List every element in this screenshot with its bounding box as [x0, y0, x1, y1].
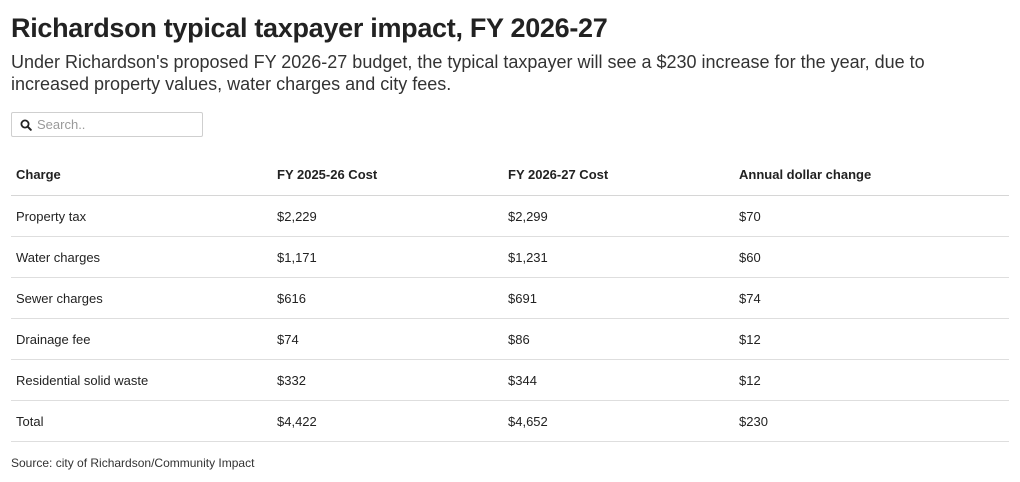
table-cell: Residential solid waste — [11, 359, 272, 401]
table-cell: $691 — [503, 277, 734, 319]
table-cell: Water charges — [11, 236, 272, 278]
table-cell: $4,422 — [272, 400, 503, 442]
column-header[interactable]: FY 2025-26 Cost — [272, 154, 503, 196]
table-cell: $1,171 — [272, 236, 503, 278]
table-cell: Drainage fee — [11, 318, 272, 360]
chart-container: Richardson typical taxpayer impact, FY 2… — [11, 12, 1009, 470]
table-header-row: Charge FY 2025-26 Cost FY 2026-27 Cost A… — [11, 154, 1009, 196]
column-header[interactable]: Annual dollar change — [734, 154, 1009, 196]
search-input[interactable] — [37, 117, 197, 132]
table-cell: $1,231 — [503, 236, 734, 278]
table-cell: $60 — [734, 236, 1009, 278]
table-cell: Sewer charges — [11, 277, 272, 319]
table-row: Total $4,422 $4,652 $230 — [11, 400, 1009, 442]
table-cell: $2,229 — [272, 195, 503, 237]
table-cell: $616 — [272, 277, 503, 319]
table-row: Residential solid waste $332 $344 $12 — [11, 359, 1009, 401]
table-row: Property tax $2,229 $2,299 $70 — [11, 195, 1009, 237]
table-cell: $12 — [734, 359, 1009, 401]
table-cell: $332 — [272, 359, 503, 401]
table-cell: $74 — [734, 277, 1009, 319]
table-cell: $12 — [734, 318, 1009, 360]
table-row: Drainage fee $74 $86 $12 — [11, 318, 1009, 360]
source-note: Source: city of Richardson/Community Imp… — [11, 456, 255, 470]
search-box[interactable] — [11, 112, 203, 137]
table-row: Sewer charges $616 $691 $74 — [11, 277, 1009, 319]
table-cell: $2,299 — [503, 195, 734, 237]
column-header[interactable]: Charge — [11, 154, 272, 196]
page-title: Richardson typical taxpayer impact, FY 2… — [11, 13, 608, 43]
table-cell: Total — [11, 400, 272, 442]
table-row: Water charges $1,171 $1,231 $60 — [11, 236, 1009, 278]
search-icon — [17, 116, 35, 134]
table-cell: Property tax — [11, 195, 272, 237]
table-cell: $86 — [503, 318, 734, 360]
page-subtitle: Under Richardson's proposed FY 2026-27 b… — [11, 52, 925, 94]
data-table: Charge FY 2025-26 Cost FY 2026-27 Cost A… — [11, 154, 1009, 442]
table-cell: $74 — [272, 318, 503, 360]
table-cell: $344 — [503, 359, 734, 401]
table-cell: $70 — [734, 195, 1009, 237]
table-cell: $230 — [734, 400, 1009, 442]
column-header[interactable]: FY 2026-27 Cost — [503, 154, 734, 196]
table-cell: $4,652 — [503, 400, 734, 442]
